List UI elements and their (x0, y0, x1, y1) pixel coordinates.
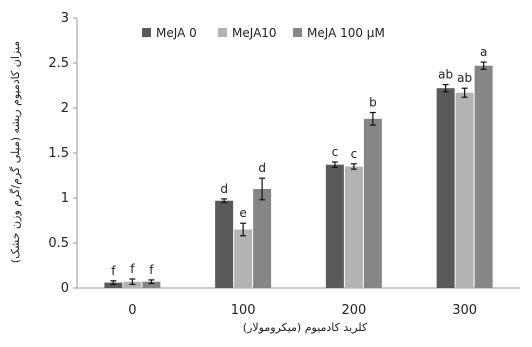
legend-swatch (293, 28, 302, 37)
y-axis-title: میزان کادمیوم ریشه (میلی گرم/گرم وزن خشک… (9, 41, 22, 263)
significance-letter: c (332, 145, 339, 159)
x-tick-label: 200 (341, 303, 366, 318)
significance-letter: b (369, 96, 377, 110)
x-axis-title: کلرید کادمیوم (میکرومولار) (243, 321, 368, 334)
y-tick-label: 1.5 (48, 146, 69, 161)
significance-letter: f (111, 264, 116, 278)
significance-letter: e (239, 206, 246, 220)
bar (363, 118, 382, 288)
bar (436, 88, 455, 288)
legend-label: MeJA10 (232, 26, 277, 40)
x-tick-label: 0 (128, 303, 136, 318)
bar (325, 164, 344, 288)
bar (104, 282, 123, 288)
y-tick-label: 1 (61, 191, 69, 206)
significance-letter: d (258, 161, 266, 175)
significance-letter: f (130, 262, 135, 276)
bar (344, 166, 363, 288)
legend-label: MeJA 100 μM (307, 26, 385, 40)
y-axis-title-group: میزان کادمیوم ریشه (میلی گرم/گرم وزن خشک… (9, 41, 22, 263)
legend-label: MeJA 0 (156, 26, 197, 40)
significance-letter: c (351, 147, 358, 161)
bar (455, 92, 474, 288)
bar (142, 281, 161, 288)
y-tick-label: 3 (61, 11, 69, 26)
significance-letter: ab (457, 71, 472, 85)
bar (474, 65, 493, 288)
legend: MeJA 0 MeJA10 MeJA 100 μM (142, 26, 385, 40)
significance-letter: a (480, 45, 487, 59)
significance-letter: f (149, 263, 154, 277)
y-tick-label: 2.5 (48, 56, 69, 71)
bar (215, 200, 234, 288)
legend-swatch (218, 28, 227, 37)
significance-letter: ab (438, 68, 453, 82)
significance-letter: d (220, 182, 228, 196)
y-tick-label: 2 (61, 101, 69, 116)
y-tick-label: 0 (61, 281, 69, 296)
legend-swatch (142, 28, 151, 37)
x-tick-label: 100 (231, 303, 256, 318)
y-tick-label: 0.5 (48, 236, 69, 251)
x-tick-label: 300 (452, 303, 477, 318)
bar (253, 189, 272, 288)
bar (234, 229, 253, 288)
